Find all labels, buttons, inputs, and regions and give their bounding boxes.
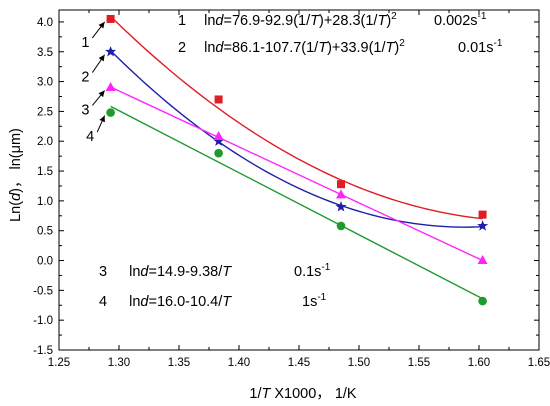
x-tick-label: 1.60 xyxy=(468,357,490,369)
point-series-3 xyxy=(477,255,488,265)
y-tick-label: 1.5 xyxy=(37,166,53,178)
y-tick-label: 4.0 xyxy=(37,17,53,29)
point-series-3 xyxy=(213,130,224,140)
y-tick-label: 3.0 xyxy=(37,77,53,89)
x-tick-label: 1.30 xyxy=(108,357,130,369)
x-tick-label: 1.45 xyxy=(288,357,310,369)
y-tick-label: -1.5 xyxy=(33,345,53,357)
callout-arrowhead-4 xyxy=(99,115,105,123)
point-series-3 xyxy=(105,82,116,92)
y-tick-label: -1.0 xyxy=(33,315,53,327)
y-axis-title: Ln(d)， ln(μm) xyxy=(8,128,24,222)
y-tick-label: 2.5 xyxy=(37,106,53,118)
y-tick-label: 0.5 xyxy=(37,226,53,238)
callout-arrowhead-2 xyxy=(98,54,105,62)
point-series-1 xyxy=(106,14,115,23)
x-tick-label: 1.50 xyxy=(348,357,370,369)
fit-line-3 xyxy=(110,86,483,262)
callout-label-1: 1 xyxy=(81,35,89,51)
point-series-2 xyxy=(477,220,489,231)
point-series-1 xyxy=(337,180,345,189)
rate-1: 0.002s-1 xyxy=(434,11,487,29)
y-tick-label: -0.5 xyxy=(33,285,53,297)
y-tick-label: 2.0 xyxy=(37,136,53,148)
y-tick-label: 1.0 xyxy=(37,196,53,208)
fit-line-1 xyxy=(110,15,483,220)
rate-4: 1s-1 xyxy=(302,292,327,310)
callout-label-4: 4 xyxy=(86,129,94,145)
point-series-2 xyxy=(335,201,347,212)
callout-arrowhead-1 xyxy=(98,21,105,29)
callout-arrowhead-3 xyxy=(98,90,105,98)
fit-lines xyxy=(110,15,483,300)
callout-label-3: 3 xyxy=(81,102,89,118)
rate-2: 0.01s-1 xyxy=(458,38,503,56)
x-tick-label: 1.65 xyxy=(528,357,550,369)
point-series-4 xyxy=(106,108,115,117)
equation-3: 3 lnd=14.9-9.38/T xyxy=(99,264,232,280)
point-series-1 xyxy=(478,210,487,219)
callout-label-2: 2 xyxy=(81,70,89,86)
data-markers xyxy=(105,14,489,306)
point-series-4 xyxy=(478,296,487,306)
axes: 1.25 1.30 1.35 1.40 1.45 1.50 1.55 1.60 1.65 -1.5… xyxy=(33,9,550,369)
fit-line-2 xyxy=(110,50,483,228)
point-series-4 xyxy=(214,148,223,158)
point-series-3 xyxy=(336,189,346,199)
x-tick-label: 1.55 xyxy=(408,357,430,369)
rate-3: 0.1s-1 xyxy=(294,262,331,280)
x-tick-label: 1.25 xyxy=(48,357,70,369)
y-tick-label: 3.5 xyxy=(37,47,53,59)
x-tick-label: 1.35 xyxy=(168,357,190,369)
x-axis-title: 1/T X1000， 1/K xyxy=(249,386,357,402)
equation-2: 2 lnd=86.1-107.7(1/T)+33.9(1/T)2 xyxy=(178,38,405,56)
equation-4: 4 lnd=16.0-10.4/T xyxy=(99,294,232,310)
point-series-2 xyxy=(105,45,117,57)
x-tick-label: 1.40 xyxy=(228,357,250,369)
fit-line-4 xyxy=(110,105,483,300)
point-series-1 xyxy=(214,95,223,104)
series-callouts: 1 2 3 4 xyxy=(81,21,106,145)
y-tick-label: 0.0 xyxy=(37,256,53,268)
point-series-2 xyxy=(213,135,225,146)
equation-1: 1 lnd=76.9-92.9(1/T)+28.3(1/T)2 xyxy=(178,11,397,29)
point-series-4 xyxy=(336,221,346,231)
